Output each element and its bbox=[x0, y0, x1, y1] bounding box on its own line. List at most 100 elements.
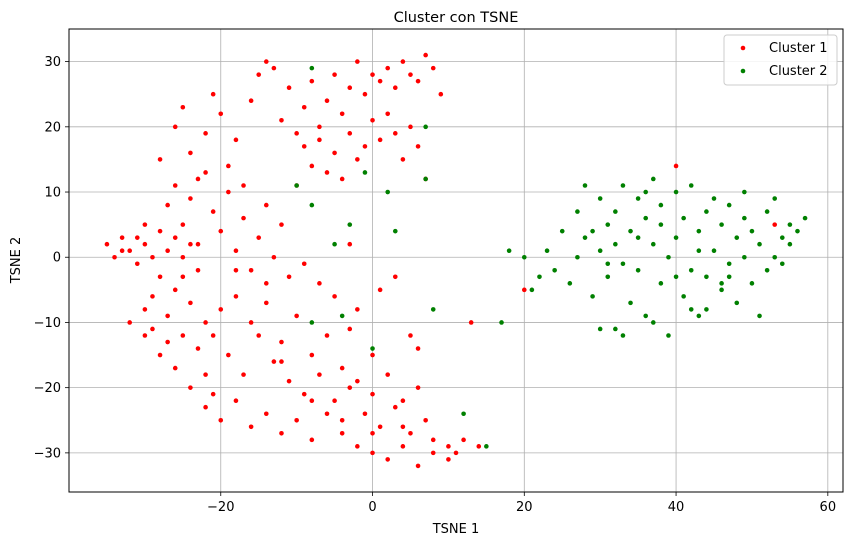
data-point bbox=[575, 209, 580, 214]
data-point bbox=[734, 235, 740, 240]
data-point bbox=[309, 163, 315, 169]
data-point bbox=[650, 320, 656, 325]
data-point bbox=[157, 274, 163, 280]
data-point bbox=[430, 437, 436, 443]
data-point bbox=[643, 215, 649, 221]
data-point bbox=[688, 307, 694, 312]
data-point bbox=[188, 150, 193, 156]
data-point bbox=[218, 307, 224, 312]
data-point bbox=[248, 267, 254, 273]
data-point bbox=[195, 346, 201, 351]
data-point bbox=[468, 320, 474, 325]
data-point bbox=[195, 241, 201, 247]
data-point bbox=[711, 248, 717, 254]
data-point bbox=[415, 346, 421, 351]
data-point bbox=[210, 91, 216, 97]
data-point bbox=[301, 261, 307, 267]
data-point bbox=[658, 222, 664, 227]
data-point bbox=[400, 157, 406, 162]
data-point bbox=[271, 65, 277, 71]
data-point bbox=[286, 274, 292, 280]
data-point bbox=[772, 196, 778, 201]
data-point bbox=[279, 117, 284, 123]
data-point bbox=[294, 313, 299, 319]
data-point bbox=[575, 254, 580, 260]
data-point bbox=[309, 202, 315, 208]
data-point bbox=[673, 163, 679, 169]
data-point bbox=[446, 444, 451, 449]
data-point bbox=[309, 398, 315, 404]
data-point bbox=[620, 183, 626, 188]
data-point bbox=[142, 222, 148, 227]
data-point bbox=[650, 241, 656, 247]
series-cluster-1 bbox=[104, 52, 778, 469]
data-point bbox=[233, 294, 239, 299]
data-point bbox=[172, 365, 178, 371]
data-point bbox=[605, 274, 611, 280]
data-point bbox=[301, 391, 307, 397]
legend-label-cluster-1: Cluster 1 bbox=[769, 41, 828, 56]
x-tick-label: −20 bbox=[207, 500, 234, 515]
data-point bbox=[355, 157, 360, 162]
legend-marker-cluster-1 bbox=[740, 45, 746, 51]
data-point bbox=[392, 228, 398, 234]
data-point bbox=[188, 385, 193, 390]
data-point bbox=[779, 235, 785, 240]
data-point bbox=[172, 183, 178, 188]
data-point bbox=[241, 183, 246, 188]
data-point bbox=[294, 417, 299, 423]
data-point bbox=[157, 157, 163, 162]
chart-title: Cluster con TSNE bbox=[394, 10, 519, 26]
data-point bbox=[408, 333, 413, 338]
data-point bbox=[279, 431, 284, 436]
legend-label-cluster-2: Cluster 2 bbox=[769, 64, 828, 79]
data-point bbox=[628, 228, 633, 234]
data-point bbox=[423, 124, 428, 130]
data-point bbox=[248, 98, 254, 104]
data-point bbox=[415, 385, 421, 390]
data-point bbox=[233, 248, 239, 254]
data-point bbox=[355, 378, 360, 384]
data-point bbox=[385, 372, 391, 377]
data-point bbox=[582, 183, 588, 188]
data-point bbox=[332, 72, 337, 77]
data-point bbox=[362, 91, 368, 97]
data-point bbox=[476, 444, 482, 449]
data-point bbox=[218, 417, 224, 423]
y-tick-label: 30 bbox=[44, 55, 61, 70]
data-point bbox=[666, 333, 671, 338]
data-point bbox=[263, 300, 269, 306]
data-point bbox=[355, 59, 360, 64]
x-axis-label: TSNE 1 bbox=[432, 522, 480, 537]
data-point bbox=[226, 352, 231, 358]
data-point bbox=[377, 287, 383, 293]
data-point bbox=[218, 111, 224, 117]
data-point bbox=[742, 254, 747, 260]
data-point bbox=[157, 228, 163, 234]
data-point bbox=[127, 248, 133, 254]
data-point bbox=[271, 359, 277, 364]
data-point bbox=[696, 248, 702, 254]
data-point bbox=[347, 131, 353, 136]
data-point bbox=[301, 144, 307, 149]
data-point bbox=[537, 274, 542, 280]
data-point bbox=[370, 352, 375, 358]
data-point bbox=[742, 215, 747, 221]
data-point bbox=[559, 228, 565, 234]
data-point bbox=[309, 352, 315, 358]
data-point bbox=[180, 274, 186, 280]
data-point bbox=[385, 65, 391, 71]
data-point bbox=[529, 287, 535, 293]
y-axis-label: TSNE 2 bbox=[9, 237, 24, 285]
data-point bbox=[643, 313, 649, 319]
data-point bbox=[802, 215, 808, 221]
data-point bbox=[180, 104, 186, 110]
data-point bbox=[317, 372, 322, 377]
data-point bbox=[635, 235, 641, 240]
data-point bbox=[347, 222, 353, 227]
plot-background bbox=[69, 29, 843, 492]
data-point bbox=[613, 209, 618, 214]
data-point bbox=[400, 424, 406, 430]
data-point bbox=[324, 411, 330, 417]
